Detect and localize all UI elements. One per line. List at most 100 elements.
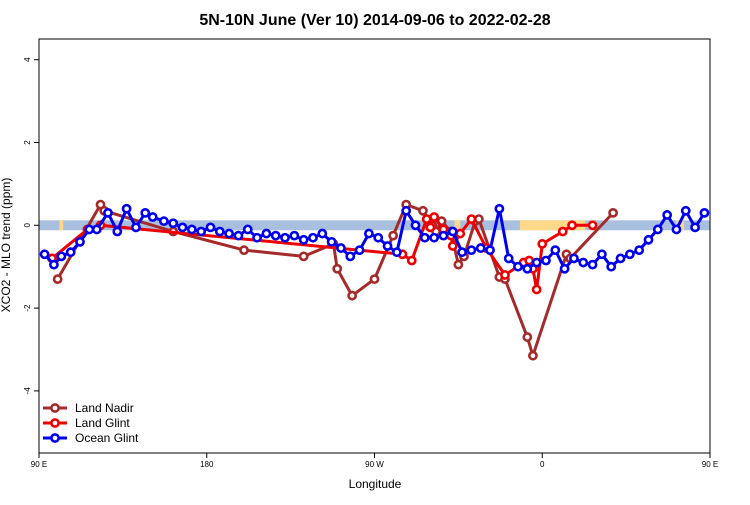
x-tick-label: 90 W xyxy=(365,460,384,469)
data-point xyxy=(500,270,510,280)
data-point xyxy=(524,255,535,266)
data-point xyxy=(473,214,484,224)
data-point xyxy=(615,253,626,264)
legend-entry: Ocean Glint xyxy=(43,431,139,445)
data-point xyxy=(233,230,244,241)
data-point xyxy=(410,220,421,231)
data-point xyxy=(112,226,123,237)
data-point xyxy=(239,245,249,256)
axes: 90 E 180 90 W 0 90 E -4 -2 0 2 4 xyxy=(23,38,718,469)
data-point xyxy=(354,245,365,256)
zero-band xyxy=(39,220,710,231)
legend-label: Land Nadir xyxy=(75,401,134,415)
land-band-patch xyxy=(519,220,586,231)
data-point xyxy=(186,224,197,235)
data-point xyxy=(242,224,253,235)
data-point xyxy=(537,239,548,249)
data-point xyxy=(406,255,417,266)
data-point xyxy=(634,245,645,256)
land-band-patch xyxy=(676,220,684,231)
data-point xyxy=(494,203,505,214)
legend-label: Ocean Glint xyxy=(75,431,139,445)
data-point xyxy=(147,212,158,222)
legend-entry: Land Nadir xyxy=(43,401,134,415)
data-point xyxy=(606,261,617,272)
y-tick-label: 4 xyxy=(23,57,32,62)
x-axis-label: Longitude xyxy=(349,477,402,491)
data-point xyxy=(418,205,428,216)
data-point xyxy=(528,350,538,361)
data-point xyxy=(662,210,673,220)
data-point xyxy=(252,232,262,243)
y-tick-label: 2 xyxy=(23,140,32,145)
data-point xyxy=(280,232,290,243)
data-point xyxy=(485,245,495,256)
data-point xyxy=(608,207,618,218)
data-point xyxy=(308,232,318,243)
x-tick-label: 0 xyxy=(540,460,545,469)
data-point xyxy=(671,224,682,235)
data-point xyxy=(140,207,151,218)
data-point xyxy=(466,214,477,224)
y-tick-label: 0 xyxy=(23,223,32,228)
data-point xyxy=(643,234,654,245)
data-point xyxy=(121,203,132,214)
data-point xyxy=(690,222,700,233)
legend-label: Land Glint xyxy=(75,416,130,430)
data-point xyxy=(332,263,343,274)
data-point xyxy=(326,236,337,247)
data-point xyxy=(401,205,412,216)
data-point xyxy=(429,232,440,243)
data-point xyxy=(425,222,436,233)
x-tick-label: 180 xyxy=(200,460,214,469)
data-point xyxy=(531,257,542,268)
data-point xyxy=(91,224,102,235)
data-point xyxy=(75,236,85,247)
data-point xyxy=(65,247,76,258)
data-point xyxy=(298,251,309,262)
data-point xyxy=(158,216,169,227)
data-point xyxy=(531,284,542,295)
data-point xyxy=(336,243,346,253)
x-tick-label: 90 E xyxy=(702,460,718,469)
data-point xyxy=(587,220,598,231)
data-point xyxy=(347,290,358,301)
plot-frame xyxy=(38,38,711,454)
legend-marker xyxy=(50,418,60,428)
data-point xyxy=(369,274,380,285)
land-band-patch xyxy=(59,220,64,231)
data-point xyxy=(39,249,50,260)
data-point xyxy=(224,228,235,239)
data-point xyxy=(567,220,577,231)
data-point xyxy=(382,241,393,251)
data-point xyxy=(453,259,464,270)
data-point xyxy=(373,232,384,243)
legend-marker xyxy=(50,403,60,413)
data-point xyxy=(699,207,710,218)
legend-marker xyxy=(50,433,60,443)
data-point xyxy=(131,222,141,233)
data-point xyxy=(447,241,458,251)
data-point xyxy=(569,253,579,264)
data-point xyxy=(680,205,691,216)
data-point xyxy=(429,212,440,222)
series-layer xyxy=(39,199,710,361)
data-point xyxy=(261,228,272,239)
data-point xyxy=(52,274,63,285)
data-point xyxy=(289,230,300,241)
data-point xyxy=(168,218,179,229)
chart-title: 5N-10N June (Ver 10) 2014-09-06 to 2022-… xyxy=(199,12,550,29)
legend-entry: Land Glint xyxy=(43,416,130,430)
data-point xyxy=(587,259,598,270)
data-point xyxy=(364,228,374,239)
data-point xyxy=(475,243,486,253)
zero-band-strip xyxy=(39,220,710,231)
data-point xyxy=(196,226,207,237)
series-ocean-glint xyxy=(39,203,710,274)
data-point xyxy=(419,232,430,243)
y-tick-label: -2 xyxy=(23,304,32,312)
x-tick-label: 90 E xyxy=(31,460,47,469)
